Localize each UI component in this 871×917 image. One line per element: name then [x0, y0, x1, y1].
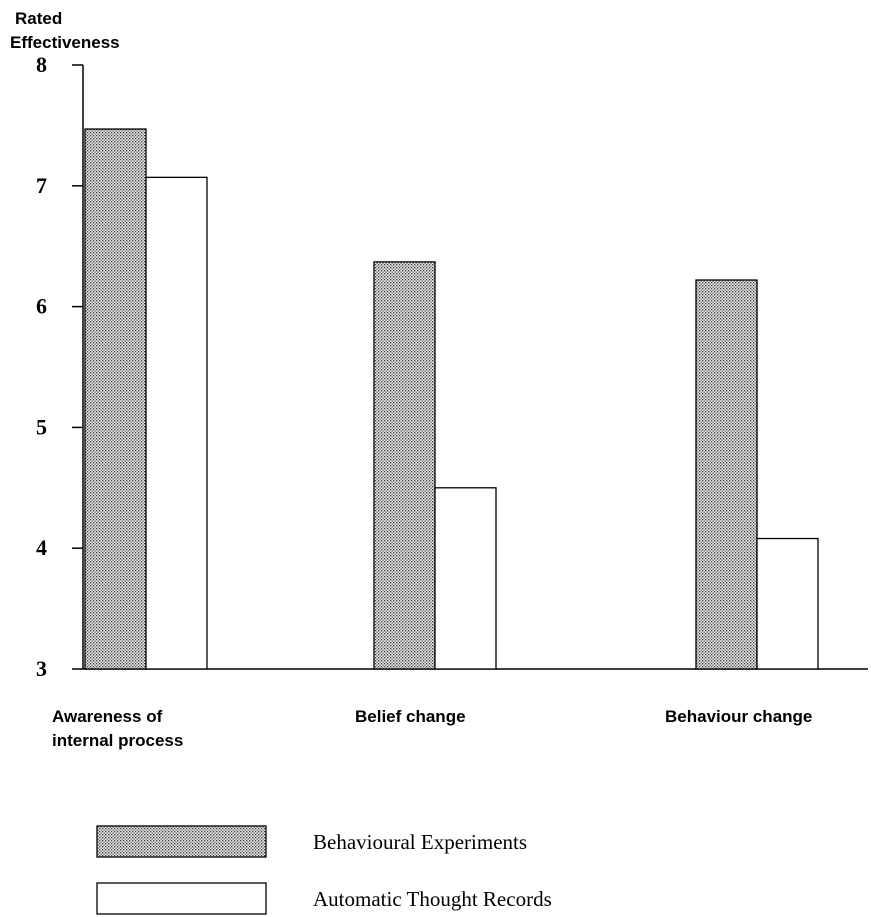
category-label: Behaviour change	[665, 707, 812, 726]
y-tick-label: 3	[36, 656, 47, 681]
y-tick-label: 4	[36, 535, 47, 560]
y-tick-label: 5	[36, 414, 47, 439]
bar-automatic-thought-records	[756, 537, 819, 670]
y-tick-label: 6	[36, 294, 47, 319]
category-label: Belief change	[355, 707, 466, 726]
category-label: internal process	[52, 731, 183, 750]
legend-label: Behavioural Experiments	[313, 830, 527, 854]
bar-automatic-thought-records	[434, 487, 497, 670]
y-axis-label-line-2: Effectiveness	[10, 33, 120, 52]
bar-behavioural-experiments	[84, 128, 147, 670]
legend-swatch	[96, 825, 267, 858]
category-label: Awareness of	[52, 707, 163, 726]
y-tick-label: 7	[36, 173, 47, 198]
legend-label: Automatic Thought Records	[313, 887, 552, 911]
y-axis-label-line-1: Rated	[15, 9, 62, 28]
bar-behavioural-experiments	[373, 261, 436, 670]
y-tick-label: 8	[36, 52, 47, 77]
bar-automatic-thought-records	[145, 176, 208, 670]
legend-swatch	[96, 882, 267, 915]
bar-behavioural-experiments	[695, 279, 758, 670]
